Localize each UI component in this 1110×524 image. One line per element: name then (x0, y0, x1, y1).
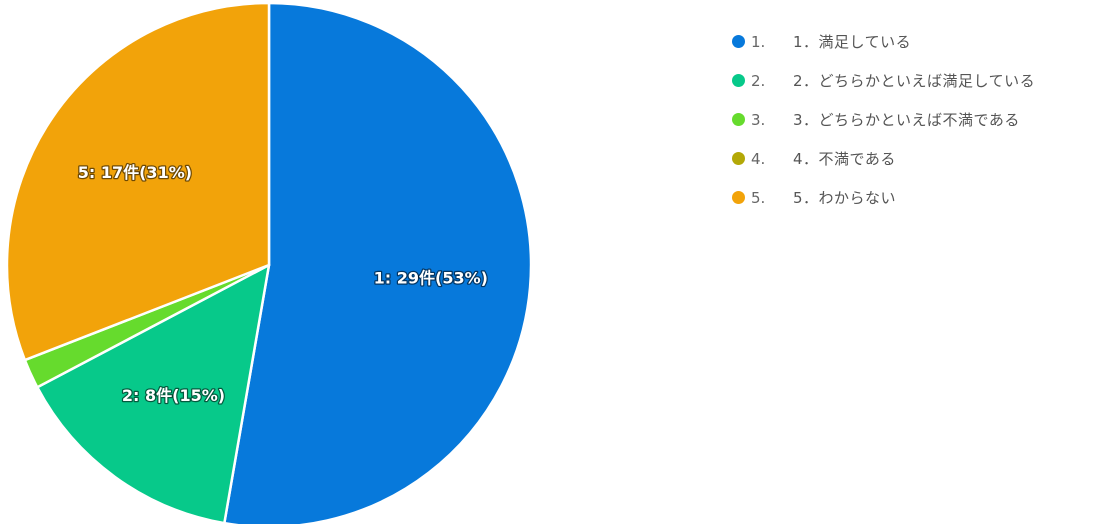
legend-label: 5．わからない (793, 189, 897, 207)
slice-data-label-2: 2: 8件(15%) (122, 386, 225, 405)
legend-item-5[interactable]: 5. 5．わからない (732, 186, 1035, 209)
pie-slice-1[interactable] (223, 1, 533, 524)
legend-number: 4. (751, 149, 766, 168)
pie-slice-2[interactable] (36, 263, 271, 524)
pie-data-labels: 1: 29件(53%) 2: 8件(15%) 5: 17件(31%) (77, 162, 490, 407)
legend-item-3[interactable]: 3. 3．どちらかといえば不満である (732, 108, 1035, 131)
legend-label: 3．どちらかといえば不満である (793, 111, 1020, 129)
legend-marker-icon (732, 152, 745, 165)
legend-label: 2．どちらかといえば満足している (793, 72, 1036, 90)
legend-marker-icon (732, 113, 745, 126)
legend-item-2[interactable]: 2. 2．どちらかといえば満足している (732, 69, 1035, 92)
legend-label: 4．不満である (793, 150, 896, 168)
pie-slice-5[interactable] (5, 1, 271, 362)
legend-marker-icon (732, 74, 745, 87)
pie-slices (5, 1, 533, 524)
legend-label: 1．満足している (793, 33, 912, 51)
slice-data-label-5: 5: 17件(31%) (78, 163, 192, 182)
legend-number: 1. (751, 32, 766, 51)
legend-number: 2. (751, 71, 766, 90)
legend-number: 3. (751, 110, 766, 129)
legend-item-1[interactable]: 1. 1．満足している (732, 30, 1035, 53)
legend-number: 5. (751, 188, 766, 207)
legend-item-4[interactable]: 4. 4．不満である (732, 147, 1035, 170)
legend-marker-icon (732, 35, 745, 48)
slice-data-label-1: 1: 29件(53%) (374, 268, 488, 287)
chart-legend: 1. 1．満足している 2. 2．どちらかといえば満足している 3. 3．どちらかといえば… (732, 30, 1035, 225)
legend-marker-icon (732, 191, 745, 204)
